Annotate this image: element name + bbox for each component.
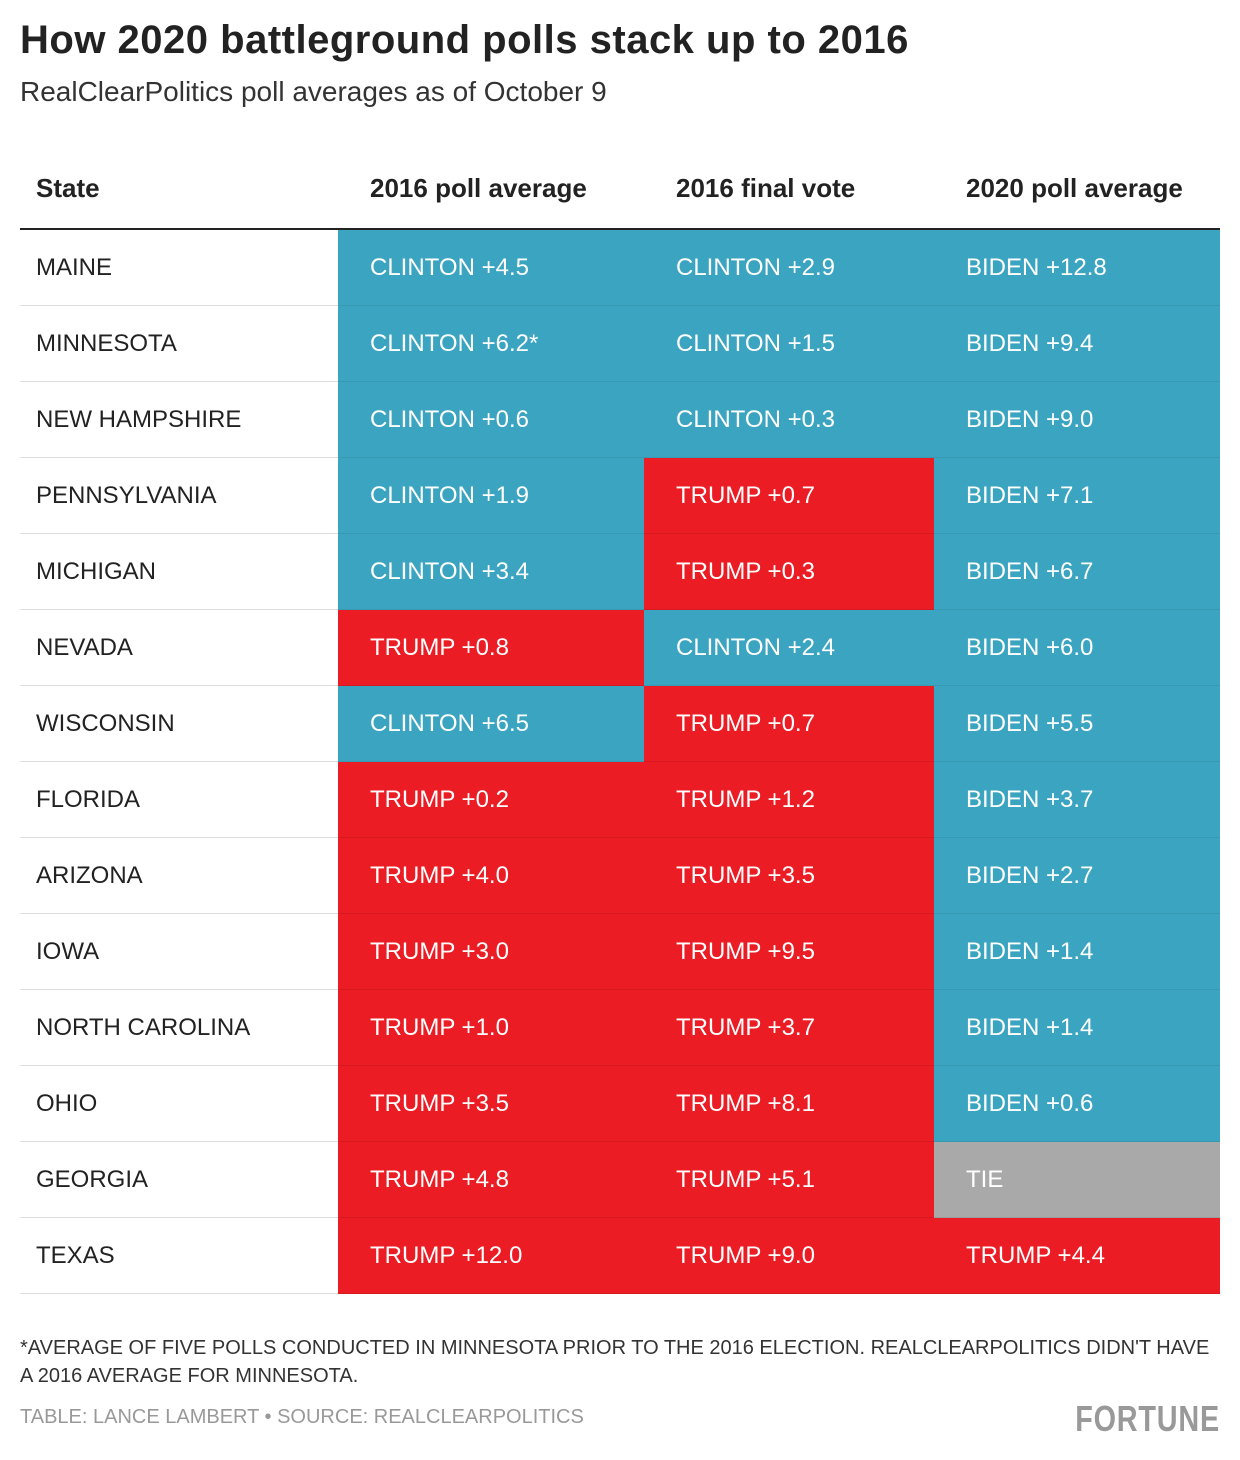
state-cell: WISCONSIN bbox=[20, 685, 338, 762]
result-cell: BIDEN +6.0 bbox=[934, 609, 1220, 686]
result-cell: BIDEN +1.4 bbox=[934, 989, 1220, 1066]
result-cell: TRUMP +0.2 bbox=[338, 761, 644, 838]
result-cell: TRUMP +0.7 bbox=[644, 457, 934, 534]
result-cell: TRUMP +0.7 bbox=[644, 685, 934, 762]
table-row: IOWA TRUMP +3.0 TRUMP +9.5 BIDEN +1.4 bbox=[20, 913, 1220, 990]
state-cell: OHIO bbox=[20, 1065, 338, 1142]
result-cell: CLINTON +4.5 bbox=[338, 229, 644, 306]
result-cell: TRUMP +3.7 bbox=[644, 989, 934, 1066]
result-cell: BIDEN +12.8 bbox=[934, 229, 1220, 306]
result-cell: CLINTON +0.6 bbox=[338, 381, 644, 458]
logo: FORTUNE bbox=[1075, 1398, 1220, 1439]
result-cell: CLINTON +2.4 bbox=[644, 609, 934, 686]
result-cell: CLINTON +1.9 bbox=[338, 457, 644, 534]
table-row: MICHIGAN CLINTON +3.4 TRUMP +0.3 BIDEN +6.7 bbox=[20, 533, 1220, 610]
column-header: 2020 poll average bbox=[934, 148, 1220, 230]
result-cell: CLINTON +0.3 bbox=[644, 381, 934, 458]
table-row: NEW HAMPSHIRE CLINTON +0.6 CLINTON +0.3 BID… bbox=[20, 381, 1220, 458]
table-row: WISCONSIN CLINTON +6.5 TRUMP +0.7 BIDEN +5.… bbox=[20, 685, 1220, 762]
table-row: PENNSYLVANIA CLINTON +1.9 TRUMP +0.7 BIDEN … bbox=[20, 457, 1220, 534]
result-cell: BIDEN +5.5 bbox=[934, 685, 1220, 762]
column-header: 2016 final vote bbox=[644, 148, 934, 230]
result-cell: TRUMP +4.4 bbox=[934, 1217, 1220, 1294]
state-cell: GEORGIA bbox=[20, 1141, 338, 1218]
title: How 2020 battleground polls stack up to … bbox=[20, 18, 909, 62]
state-cell: MINNESOTA bbox=[20, 305, 338, 382]
state-cell: FLORIDA bbox=[20, 761, 338, 838]
result-cell: TRUMP +0.3 bbox=[644, 533, 934, 610]
result-cell: TRUMP +3.5 bbox=[338, 1065, 644, 1142]
state-cell: IOWA bbox=[20, 913, 338, 990]
result-cell: BIDEN +6.7 bbox=[934, 533, 1220, 610]
result-cell: BIDEN +0.6 bbox=[934, 1065, 1220, 1142]
state-cell: PENNSYLVANIA bbox=[20, 457, 338, 534]
result-cell: CLINTON +1.5 bbox=[644, 305, 934, 382]
result-cell: TRUMP +9.5 bbox=[644, 913, 934, 990]
result-cell: BIDEN +2.7 bbox=[934, 837, 1220, 914]
state-cell: NEW HAMPSHIRE bbox=[20, 381, 338, 458]
result-cell: TRUMP +1.2 bbox=[644, 761, 934, 838]
state-cell: MAINE bbox=[20, 229, 338, 306]
result-cell: TRUMP +8.1 bbox=[644, 1065, 934, 1142]
result-cell: TRUMP +12.0 bbox=[338, 1217, 644, 1294]
state-cell: TEXAS bbox=[20, 1217, 338, 1294]
table-row: FLORIDA TRUMP +0.2 TRUMP +1.2 BIDEN +3.7 bbox=[20, 761, 1220, 838]
table-row: MINNESOTA CLINTON +6.2* CLINTON +1.5 BIDEN … bbox=[20, 305, 1220, 382]
result-cell: BIDEN +3.7 bbox=[934, 761, 1220, 838]
result-cell: CLINTON +6.5 bbox=[338, 685, 644, 762]
result-cell: BIDEN +7.1 bbox=[934, 457, 1220, 534]
result-cell: TRUMP +0.8 bbox=[338, 609, 644, 686]
result-cell: BIDEN +1.4 bbox=[934, 913, 1220, 990]
column-header: 2016 poll average bbox=[338, 148, 644, 230]
state-cell: MICHIGAN bbox=[20, 533, 338, 610]
result-cell: CLINTON +3.4 bbox=[338, 533, 644, 610]
result-cell: CLINTON +6.2* bbox=[338, 305, 644, 382]
header-row: State 2016 poll average 2016 final vote 202… bbox=[20, 148, 1220, 230]
state-cell: NORTH CAROLINA bbox=[20, 989, 338, 1066]
result-cell: TRUMP +4.0 bbox=[338, 837, 644, 914]
table-row: OHIO TRUMP +3.5 TRUMP +8.1 BIDEN +0.6 bbox=[20, 1065, 1220, 1142]
result-cell: TIE bbox=[934, 1141, 1220, 1218]
result-cell: BIDEN +9.4 bbox=[934, 305, 1220, 382]
state-cell: NEVADA bbox=[20, 609, 338, 686]
result-cell: TRUMP +5.1 bbox=[644, 1141, 934, 1218]
result-cell: CLINTON +2.9 bbox=[644, 229, 934, 306]
table-row: ARIZONA TRUMP +4.0 TRUMP +3.5 BIDEN +2.7 bbox=[20, 837, 1220, 914]
results-table: State 2016 poll average 2016 final vote 202… bbox=[20, 148, 1220, 1294]
table-row: NORTH CAROLINA TRUMP +1.0 TRUMP +3.7 BIDEN … bbox=[20, 989, 1220, 1066]
table-row: GEORGIA TRUMP +4.8 TRUMP +5.1 TIE bbox=[20, 1141, 1220, 1218]
result-cell: TRUMP +3.0 bbox=[338, 913, 644, 990]
source: TABLE: LANCE LAMBERT • SOURCE: REALCLEAR… bbox=[20, 1406, 584, 1428]
table-row: MAINE CLINTON +4.5 CLINTON +2.9 BIDEN +12.8 bbox=[20, 229, 1220, 306]
footnote: *AVERAGE OF FIVE POLLS CONDUCTED IN MINN… bbox=[20, 1337, 1210, 1387]
result-cell: TRUMP +4.8 bbox=[338, 1141, 644, 1218]
table-body: MAINE CLINTON +4.5 CLINTON +2.9 BIDEN +12.8… bbox=[20, 229, 1220, 1294]
state-cell: ARIZONA bbox=[20, 837, 338, 914]
table-row: TEXAS TRUMP +12.0 TRUMP +9.0 TRUMP +4.4 bbox=[20, 1217, 1220, 1294]
result-cell: TRUMP +9.0 bbox=[644, 1217, 934, 1294]
subtitle: RealClearPolitics poll averages as of Oc… bbox=[20, 76, 607, 107]
result-cell: BIDEN +9.0 bbox=[934, 381, 1220, 458]
column-header: State bbox=[20, 148, 338, 230]
table-row: NEVADA TRUMP +0.8 CLINTON +2.4 BIDEN +6.0 bbox=[20, 609, 1220, 686]
result-cell: TRUMP +3.5 bbox=[644, 837, 934, 914]
result-cell: TRUMP +1.0 bbox=[338, 989, 644, 1066]
